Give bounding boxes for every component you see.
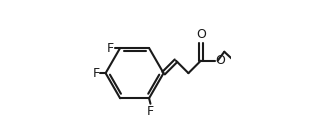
- Text: F: F: [147, 105, 154, 118]
- Text: F: F: [107, 42, 114, 55]
- Text: O: O: [196, 28, 206, 41]
- Text: O: O: [215, 54, 225, 67]
- Text: F: F: [92, 67, 99, 80]
